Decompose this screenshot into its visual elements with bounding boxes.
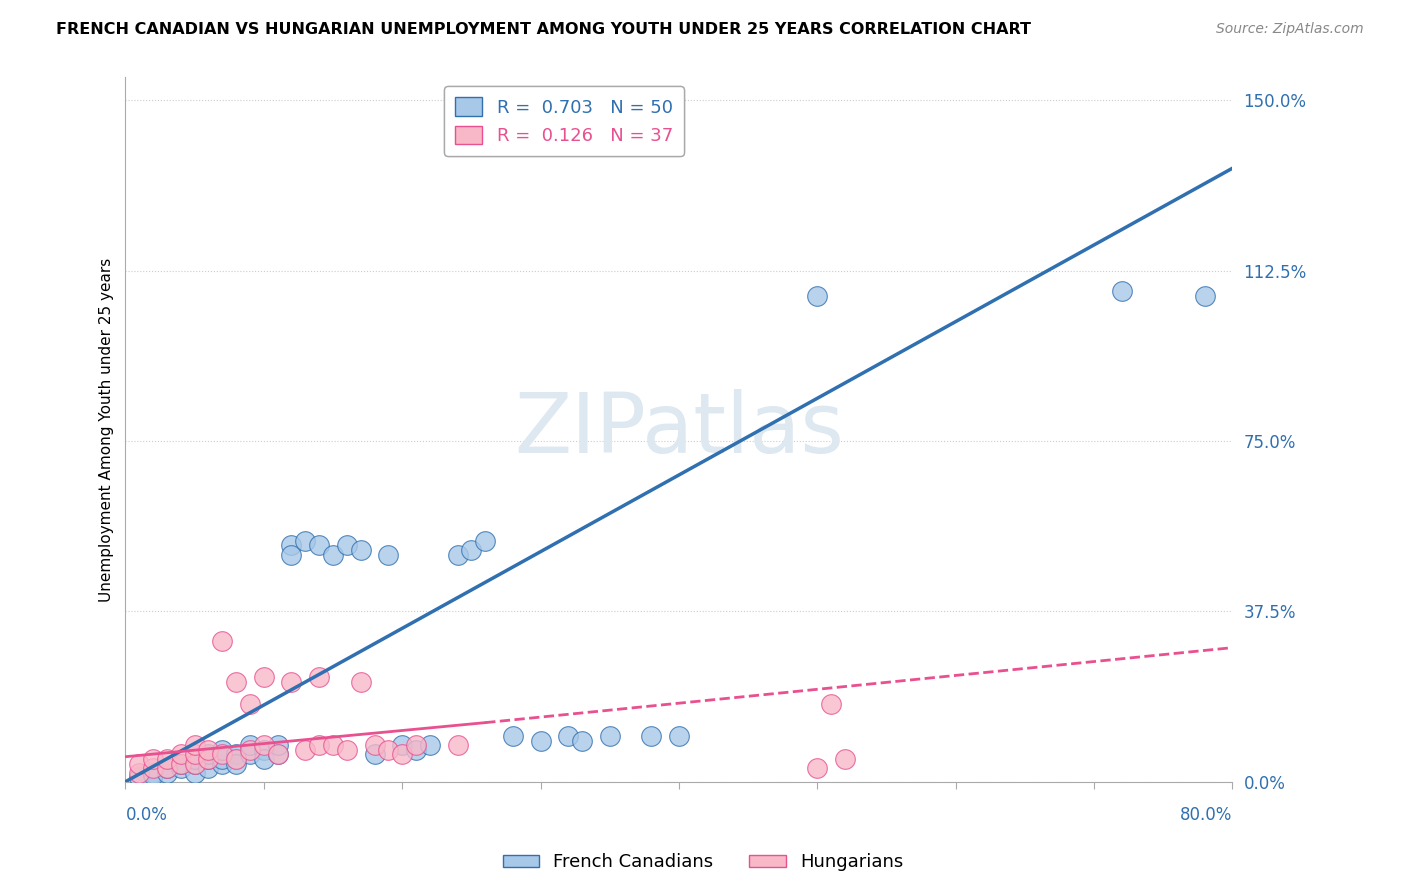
Point — [599, 729, 621, 743]
Point — [156, 765, 179, 780]
Point — [183, 756, 205, 771]
Point — [377, 743, 399, 757]
Point — [571, 734, 593, 748]
Point — [197, 743, 219, 757]
Point — [183, 756, 205, 771]
Point — [446, 548, 468, 562]
Point — [197, 747, 219, 762]
Point — [211, 633, 233, 648]
Point — [474, 533, 496, 548]
Point — [280, 538, 302, 552]
Point — [806, 761, 828, 775]
Point — [239, 747, 262, 762]
Point — [266, 747, 288, 762]
Point — [668, 729, 690, 743]
Point — [640, 729, 662, 743]
Point — [266, 747, 288, 762]
Point — [363, 747, 385, 762]
Y-axis label: Unemployment Among Youth under 25 years: Unemployment Among Youth under 25 years — [100, 258, 114, 602]
Point — [460, 543, 482, 558]
Point — [834, 752, 856, 766]
Point — [266, 739, 288, 753]
Point — [308, 538, 330, 552]
Point — [391, 747, 413, 762]
Point — [294, 533, 316, 548]
Point — [377, 548, 399, 562]
Point — [183, 752, 205, 766]
Point — [322, 739, 344, 753]
Point — [183, 739, 205, 753]
Point — [336, 538, 359, 552]
Point — [308, 739, 330, 753]
Text: Source: ZipAtlas.com: Source: ZipAtlas.com — [1216, 22, 1364, 37]
Point — [419, 739, 441, 753]
Point — [197, 761, 219, 775]
Point — [225, 752, 247, 766]
Point — [170, 756, 193, 771]
Point — [170, 747, 193, 762]
Point — [183, 747, 205, 762]
Point — [1194, 288, 1216, 302]
Point — [363, 739, 385, 753]
Point — [308, 670, 330, 684]
Point — [280, 674, 302, 689]
Point — [239, 698, 262, 712]
Point — [142, 761, 165, 775]
Point — [280, 548, 302, 562]
Point — [253, 739, 276, 753]
Point — [253, 670, 276, 684]
Point — [225, 752, 247, 766]
Text: 0.0%: 0.0% — [125, 806, 167, 824]
Point — [322, 548, 344, 562]
Point — [502, 729, 524, 743]
Point — [211, 747, 233, 762]
Text: FRENCH CANADIAN VS HUNGARIAN UNEMPLOYMENT AMONG YOUTH UNDER 25 YEARS CORRELATION: FRENCH CANADIAN VS HUNGARIAN UNEMPLOYMEN… — [56, 22, 1031, 37]
Point — [183, 765, 205, 780]
Point — [156, 761, 179, 775]
Point — [806, 288, 828, 302]
Point — [170, 756, 193, 771]
Point — [239, 743, 262, 757]
Point — [253, 743, 276, 757]
Point — [211, 752, 233, 766]
Point — [225, 747, 247, 762]
Point — [350, 674, 373, 689]
Point — [350, 543, 373, 558]
Point — [142, 768, 165, 782]
Point — [294, 743, 316, 757]
Point — [405, 739, 427, 753]
Legend: R =  0.703   N = 50, R =  0.126   N = 37: R = 0.703 N = 50, R = 0.126 N = 37 — [444, 87, 683, 156]
Point — [128, 770, 150, 784]
Point — [211, 743, 233, 757]
Point — [128, 765, 150, 780]
Point — [211, 756, 233, 771]
Point — [225, 674, 247, 689]
Point — [128, 756, 150, 771]
Point — [391, 739, 413, 753]
Point — [156, 761, 179, 775]
Point — [405, 743, 427, 757]
Point — [336, 743, 359, 757]
Point — [170, 761, 193, 775]
Point — [142, 752, 165, 766]
Point — [156, 752, 179, 766]
Point — [225, 756, 247, 771]
Point — [529, 734, 551, 748]
Point — [446, 739, 468, 753]
Text: ZIPatlas: ZIPatlas — [515, 389, 844, 470]
Point — [197, 752, 219, 766]
Point — [142, 765, 165, 780]
Point — [253, 752, 276, 766]
Point — [557, 729, 579, 743]
Text: 80.0%: 80.0% — [1180, 806, 1232, 824]
Point — [239, 739, 262, 753]
Legend: French Canadians, Hungarians: French Canadians, Hungarians — [495, 847, 911, 879]
Point — [197, 752, 219, 766]
Point — [1111, 284, 1133, 298]
Point — [820, 698, 842, 712]
